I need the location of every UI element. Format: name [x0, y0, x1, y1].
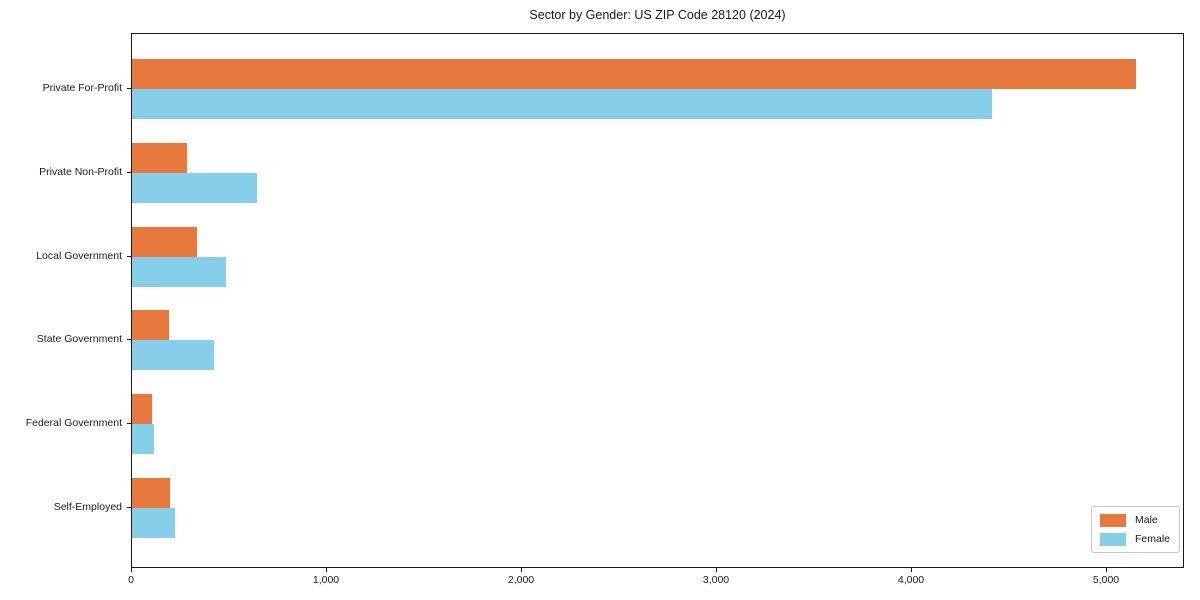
- x-tick-0: [131, 568, 132, 572]
- legend-swatch-female: [1100, 532, 1126, 546]
- y-tick-local-government: [127, 255, 131, 257]
- legend-label-male: Male: [1135, 514, 1158, 526]
- bar-male-private-for-profit: [132, 59, 1136, 89]
- y-tick-private-for-profit: [127, 88, 131, 89]
- x-axis-label-4000: 4,000: [897, 574, 925, 586]
- legend-item-male: Male: [1100, 513, 1170, 527]
- chart-title: Sector by Gender: US ZIP Code 28120 (202…: [529, 8, 786, 22]
- bar-female-private-non-profit: [132, 172, 257, 203]
- x-tick-3000: [716, 568, 717, 572]
- x-tick-5000: [1106, 568, 1107, 572]
- bar-male-local-government: [132, 226, 197, 257]
- bar-female-federal-government: [132, 424, 154, 455]
- y-axis-label-self-employed: Self-Employed: [53, 501, 122, 513]
- y-axis-label-private-for-profit: Private For-Profit: [42, 82, 122, 94]
- x-axis-label-3000: 3,000: [702, 574, 730, 586]
- legend-swatch-male: [1100, 513, 1126, 527]
- x-tick-2000: [521, 568, 522, 572]
- y-axis-label-state-government: State Government: [36, 333, 122, 346]
- y-axis-label-federal-government: Federal Government: [25, 417, 122, 430]
- x-axis-label-2000: 2,000: [507, 574, 535, 586]
- bar-male-private-non-profit: [132, 142, 187, 173]
- bar-female-private-for-profit: [132, 89, 992, 119]
- x-tick-1000: [326, 568, 327, 572]
- y-tick-self-employed: [127, 507, 131, 508]
- legend-label-female: Female: [1135, 533, 1171, 545]
- bar-female-self-employed: [132, 508, 175, 538]
- bar-female-state-government: [132, 340, 214, 371]
- x-axis-label-1000: 1,000: [312, 574, 340, 586]
- y-tick-federal-government: [127, 423, 131, 425]
- x-axis-label-0: 0: [128, 574, 134, 586]
- bar-female-local-government: [132, 256, 226, 287]
- bar-male-self-employed: [132, 478, 170, 508]
- x-axis-label-5000: 5,000: [1092, 574, 1120, 586]
- y-axis-label-private-non-profit: Private Non-Profit: [39, 165, 122, 178]
- legend: Male Female: [1091, 506, 1181, 553]
- legend-item-female: Female: [1100, 532, 1170, 546]
- y-axis-label-local-government: Local Government: [36, 249, 122, 262]
- bar-male-federal-government: [132, 394, 152, 425]
- plot-area: [131, 33, 1184, 568]
- bar-male-state-government: [132, 310, 169, 341]
- y-tick-state-government: [127, 339, 131, 341]
- y-tick-private-non-profit: [127, 171, 131, 173]
- x-tick-4000: [911, 568, 912, 572]
